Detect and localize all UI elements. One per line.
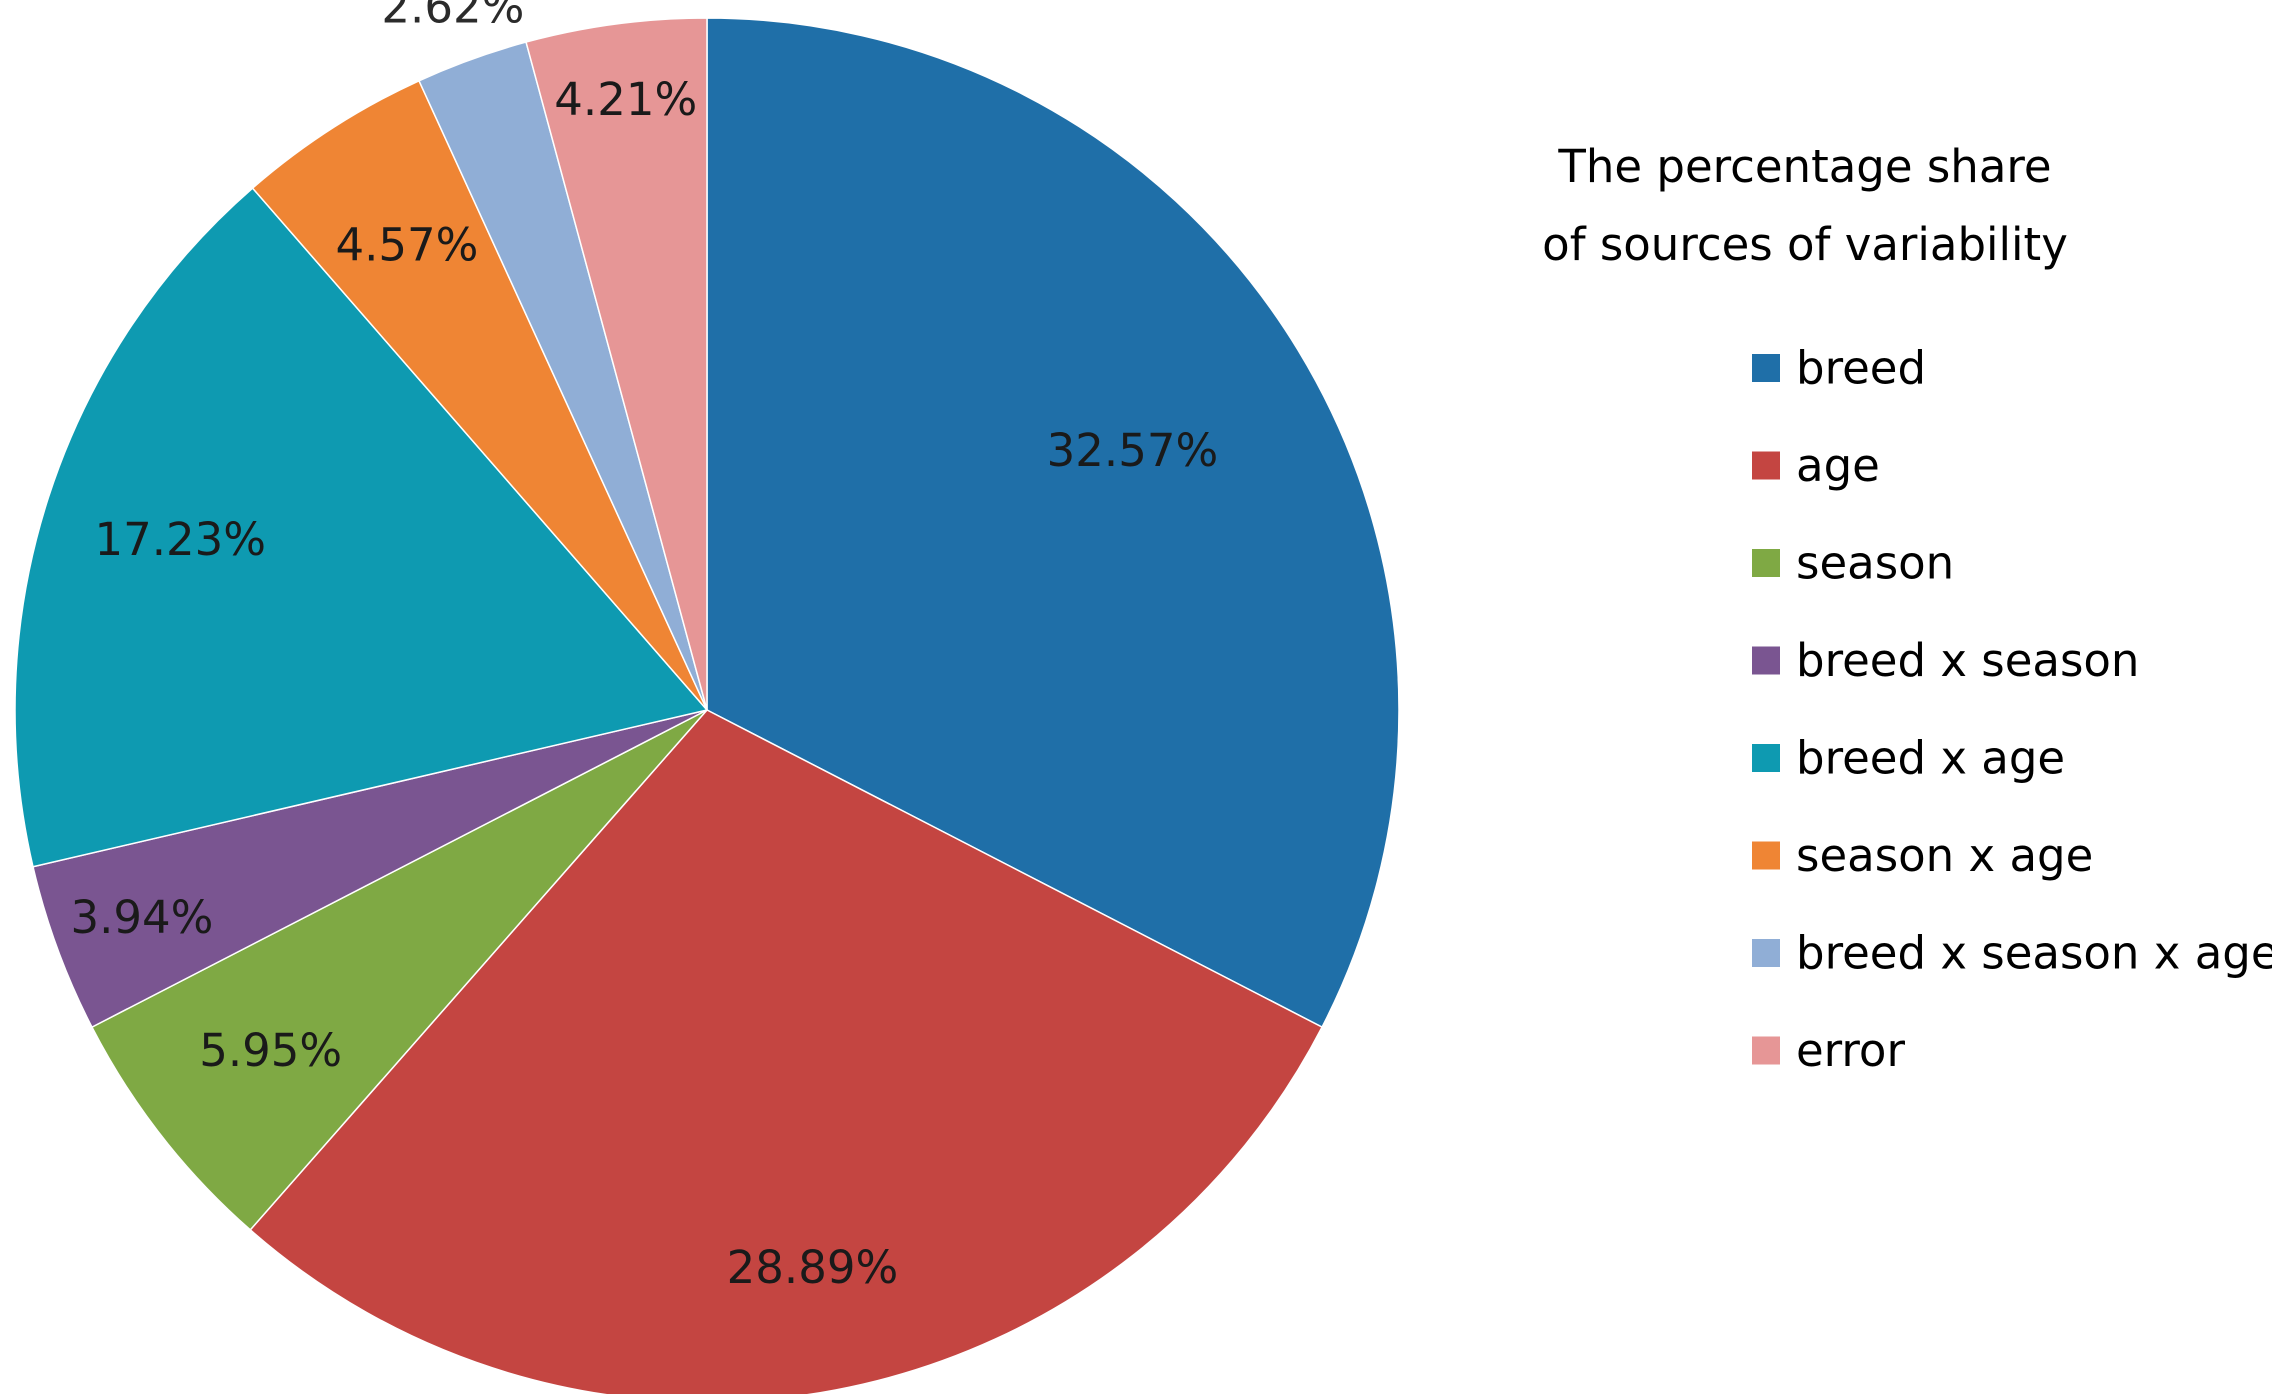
legend-swatch-age — [1752, 451, 1780, 480]
data-label-season-x-age: 4.57% — [335, 218, 478, 271]
data-label-breed-x-age: 17.23% — [94, 513, 266, 566]
pie-data-labels: 32.57% 28.89% 5.95% 3.94% 17.23% 4.57% 2.62% 4.… — [70, 0, 1218, 1294]
legend-label-error: error — [1796, 1024, 1905, 1077]
legend-label-age: age — [1796, 439, 1880, 492]
legend-label-breed: breed — [1796, 342, 1926, 395]
legend-swatch-breed-x-season — [1752, 646, 1780, 675]
legend-swatch-season — [1752, 549, 1780, 577]
pie-slice-season — [90, 709, 708, 1231]
pie-slice-age — [249, 709, 1324, 1398]
legend-title-line-1: The percentage share — [1557, 140, 2051, 193]
legend-swatch-error — [1752, 1036, 1780, 1065]
data-label-breed-x-season-x-age: 2.62% — [381, 0, 524, 34]
data-label-breed-x-season: 3.94% — [70, 891, 213, 944]
legend-swatch-season-x-age — [1752, 841, 1780, 870]
legend-swatch-breed — [1752, 354, 1780, 382]
pie-slice-breed — [706, 17, 1400, 1029]
legend-label-season-x-age: season x age — [1796, 829, 2093, 882]
legend-swatch-breed-x-season-x-age — [1752, 939, 1780, 967]
data-label-season: 5.95% — [199, 1024, 342, 1077]
legend-label-breed-x-age: breed x age — [1796, 732, 2065, 785]
pie-slices — [14, 17, 1400, 1398]
data-label-age: 28.89% — [727, 1241, 899, 1294]
legend-label-breed-x-season-x-age: breed x season x age — [1796, 927, 2272, 980]
data-label-error: 4.21% — [554, 73, 697, 126]
legend-label-breed-x-season: breed x season — [1796, 634, 2139, 687]
pie-slice-season-x-age — [251, 79, 708, 711]
legend-label-season: season — [1796, 537, 1954, 590]
legend: The percentage share of sources of varia… — [1542, 140, 2272, 1077]
data-label-breed: 32.57% — [1047, 424, 1219, 477]
pie-slice-error — [525, 17, 708, 711]
legend-swatch-breed-x-age — [1752, 744, 1780, 772]
pie-slice-breed-x-age — [14, 187, 709, 868]
legend-title-line-2: of sources of variability — [1542, 218, 2068, 271]
